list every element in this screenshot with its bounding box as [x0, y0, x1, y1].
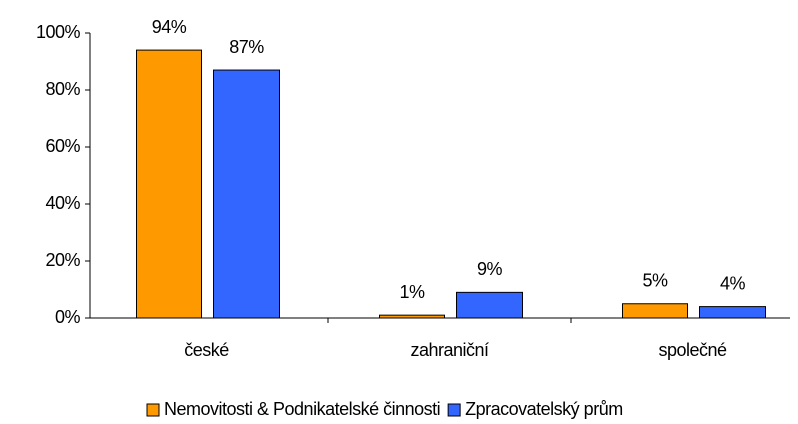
y-tick-label: 80%	[45, 79, 80, 99]
x-tick-label: české	[184, 340, 229, 360]
legend-label: Nemovitosti & Podnikatelské činnosti	[164, 399, 440, 419]
y-tick-label: 20%	[45, 250, 80, 270]
bar	[213, 69, 280, 319]
legend-swatch	[146, 403, 160, 417]
y-tick-label: 40%	[45, 193, 80, 213]
value-label: 4%	[720, 273, 746, 293]
bar	[699, 306, 766, 319]
bar	[379, 314, 445, 319]
bar	[622, 303, 688, 319]
legend-swatch	[447, 403, 461, 417]
value-label: 9%	[477, 259, 503, 279]
bar	[456, 291, 523, 319]
y-tick-label: 100%	[36, 22, 81, 42]
bar	[136, 49, 202, 319]
value-label: 1%	[399, 282, 425, 302]
x-tick-label: společné	[658, 340, 727, 360]
value-label: 87%	[229, 37, 264, 57]
y-tick-label: 60%	[45, 136, 80, 156]
value-label: 5%	[642, 271, 668, 291]
y-tick-label: 0%	[55, 307, 81, 327]
x-tick-label: zahraniční	[410, 340, 489, 360]
value-label: 94%	[152, 17, 187, 37]
legend-label: Zpracovatelský prům	[465, 399, 623, 419]
